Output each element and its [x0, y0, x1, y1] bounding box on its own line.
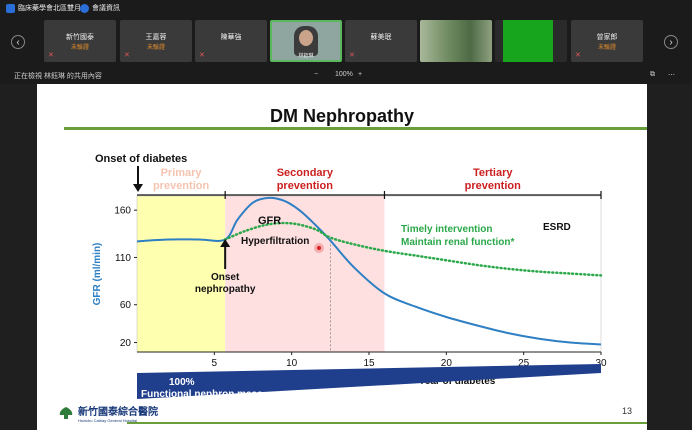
participant-video: [420, 20, 492, 62]
region-label: prevention: [153, 180, 210, 192]
gfr-chart: PrimarypreventionSecondarypreventionTert…: [92, 153, 607, 400]
participant-status: 未驗證: [146, 45, 165, 51]
y-tick-label: 60: [120, 300, 132, 311]
participant-status: 未驗證: [70, 45, 89, 51]
tree-logo-icon: [59, 407, 73, 419]
x-tick-label: 5: [212, 358, 218, 369]
nephron-mass-start: 100%: [169, 377, 195, 388]
mic-muted-icon: ✕: [349, 52, 355, 59]
page-number: 13: [622, 406, 633, 416]
laser-pointer-dot: [317, 246, 321, 250]
participant-tile[interactable]: 陳華強 ✕: [195, 20, 267, 62]
nephron-mass-label: Functional nephron mass: [141, 389, 263, 400]
hospital-name-cn: 新竹國泰綜合醫院: [78, 407, 158, 418]
region-label: Primary: [161, 167, 203, 179]
hospital-name-en: Hsinchu Cathay General Hospital: [78, 418, 138, 423]
viewing-text: 正在檢視 林鈺琳 的共用內容: [14, 73, 102, 80]
mic-muted-icon: ✕: [575, 52, 581, 59]
y-tick-label: 110: [115, 253, 131, 264]
mic-muted-icon: ✕: [124, 52, 130, 59]
annotation-onset-nephropathy: Onset: [211, 272, 240, 283]
participant-face: [299, 30, 313, 46]
top-tab-bar: 臨床藥學會北區雙月會 會議資訊: [0, 0, 692, 18]
x-axis-label: Year of diabetes: [419, 376, 496, 387]
annotation-hyperfiltration: Hyperfiltration: [241, 236, 309, 247]
region-0: [137, 196, 226, 352]
zoom-level: 100%: [335, 71, 353, 78]
nephron-mass-mid: 50%: [325, 389, 345, 400]
shared-slide: DM Nephropathy Primary prevention Secondar…: [37, 84, 647, 430]
participant-tile-video[interactable]: [420, 20, 492, 62]
meeting-icon: [6, 3, 15, 13]
region-label: Secondary: [277, 167, 334, 179]
participant-video: [503, 20, 553, 62]
participant-name: 陳華強: [220, 34, 242, 41]
y-tick-label: 160: [114, 206, 131, 217]
nephron-mass-wedge: [137, 364, 601, 399]
x-tick-label: 20: [441, 358, 453, 369]
region-label: Tertiary: [473, 167, 513, 179]
annotation-gfr: GFR: [258, 215, 281, 227]
annotation-onset-diabetes: Onset of diabetes: [95, 153, 187, 165]
zoom-in-button[interactable]: +: [358, 71, 363, 78]
meeting-tab-label: 臨床藥學會北區雙月會: [18, 5, 88, 12]
x-tick-label: 10: [286, 358, 298, 369]
zoom-out-button[interactable]: −: [314, 71, 319, 78]
participant-name: 新竹國泰: [66, 34, 94, 41]
x-tick-label: 25: [518, 358, 530, 369]
next-page-button[interactable]: ›: [664, 35, 678, 49]
region-1: [225, 196, 385, 352]
annotation-onset-nephropathy: nephropathy: [195, 284, 256, 295]
participant-tile[interactable]: 新竹國泰 未驗證 ✕: [44, 20, 116, 62]
title-divider: [64, 127, 647, 130]
info-tab[interactable]: 會議資訊: [80, 3, 120, 13]
participant-tile[interactable]: 王嘉蓉 未驗證 ✕: [120, 20, 192, 62]
participant-name: 王嘉蓉: [145, 34, 167, 41]
annotation-esrd: ESRD: [543, 222, 571, 233]
mic-muted-icon: ✕: [199, 52, 205, 59]
region-label: prevention: [465, 180, 522, 192]
meeting-tab[interactable]: 臨床藥學會北區雙月會: [6, 3, 88, 13]
participant-name: 曾家郎: [596, 34, 618, 41]
participant-tile-video-active[interactable]: 林鈺琳: [270, 20, 342, 62]
slide-title: DM Nephropathy: [270, 106, 414, 126]
x-tick-label: 30: [595, 358, 607, 369]
info-icon: [80, 3, 89, 13]
participant-name: 蘇美珉: [370, 34, 392, 41]
participant-tile[interactable]: 曾家郎 未驗證 ✕: [571, 20, 643, 62]
participant-tile-video[interactable]: [495, 20, 567, 62]
annotation-maintain-renal: Maintain renal function*: [401, 237, 514, 248]
more-icon[interactable]: ⋯: [668, 72, 675, 79]
view-bar: 正在檢視 林鈺琳 的共用內容 − 100% + ⧉ ⋯: [0, 66, 692, 84]
region-label: prevention: [277, 180, 334, 192]
info-tab-label: 會議資訊: [92, 5, 120, 12]
participant-name: 林鈺琳: [298, 53, 314, 59]
prev-page-button[interactable]: ‹: [11, 35, 25, 49]
mic-muted-icon: ✕: [48, 52, 54, 59]
participant-tile[interactable]: 蘇美珉 ✕: [345, 20, 417, 62]
hospital-logo: 新竹國泰綜合醫院 Hsinchu Cathay General Hospital: [58, 403, 158, 423]
footer-divider: [127, 422, 647, 424]
y-axis-label: GFR (ml/min): [92, 243, 103, 306]
onset-nephropathy-arrowhead: [220, 239, 231, 247]
x-tick-label: 15: [363, 358, 375, 369]
onset-diabetes-arrowhead: [133, 184, 143, 192]
intervention-line: [223, 221, 603, 277]
participant-status: 未驗證: [597, 45, 616, 51]
y-tick-label: 20: [120, 338, 132, 349]
annotation-timely-intervention: Timely intervention: [401, 224, 493, 235]
pop-out-icon[interactable]: ⧉: [650, 71, 655, 78]
